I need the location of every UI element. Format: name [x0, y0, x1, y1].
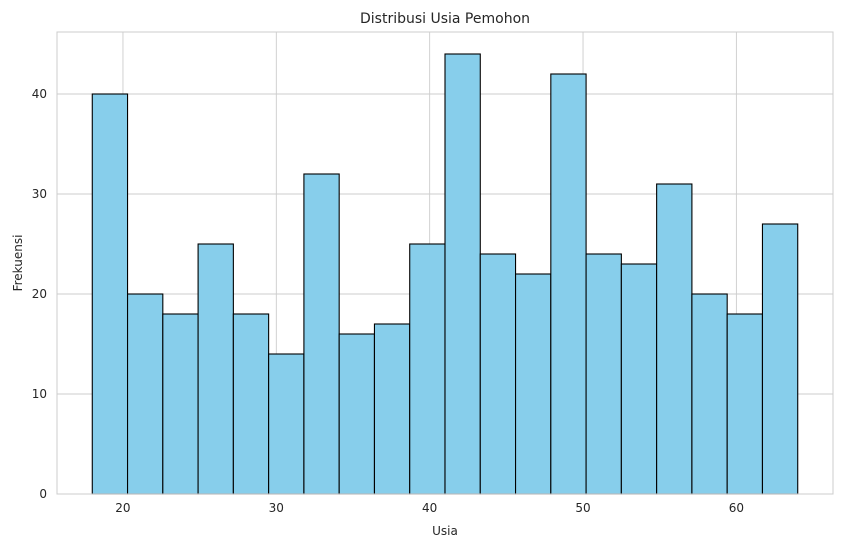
y-tick-label-0: 0 [39, 487, 47, 501]
x-tick-label-1: 30 [269, 501, 284, 515]
plot-frame [56, 31, 834, 495]
y-tick-label-1: 10 [32, 387, 47, 401]
y-tick-label-2: 20 [32, 287, 47, 301]
x-axis-label: Usia [432, 524, 458, 538]
histogram-bar-3 [197, 243, 234, 495]
histogram-bar-5 [268, 353, 305, 495]
y-tick-label-3: 30 [32, 187, 47, 201]
histogram-bar-7 [338, 333, 376, 495]
histogram-bar-14 [585, 253, 622, 495]
histogram-bar-15 [620, 263, 658, 495]
histogram-bar-0 [91, 93, 129, 495]
histogram-bar-16 [656, 183, 693, 495]
histogram-bar-19 [761, 223, 799, 495]
histogram-bar-10 [444, 53, 481, 495]
x-tick-label-2: 40 [422, 501, 437, 515]
chart-title: Distribusi Usia Pemohon [360, 11, 530, 27]
histogram-bar-4 [232, 313, 270, 495]
x-tick-label-4: 60 [729, 501, 744, 515]
x-tick-label-3: 50 [575, 501, 590, 515]
y-axis-ticks: 0 10 20 30 40 [32, 87, 47, 501]
x-tick-label-0: 20 [115, 501, 130, 515]
histogram-bar-11 [479, 253, 517, 495]
y-axis-label: Frekuensi [11, 235, 25, 292]
y-tick-label-4: 40 [32, 87, 47, 101]
histogram-bar-17 [691, 293, 728, 495]
histogram-bar-9 [409, 243, 446, 495]
x-axis-ticks: 20 30 40 50 60 [115, 501, 744, 515]
bars [91, 53, 799, 495]
histogram-bar-12 [514, 273, 552, 495]
plot-border [56, 31, 834, 495]
histogram-bar-18 [726, 313, 764, 495]
histogram-bar-13 [550, 73, 587, 495]
histogram-bar-8 [373, 323, 411, 495]
histogram-bar-2 [162, 313, 199, 495]
histogram-bar-6 [303, 173, 340, 495]
histogram-bar-1 [126, 293, 164, 495]
